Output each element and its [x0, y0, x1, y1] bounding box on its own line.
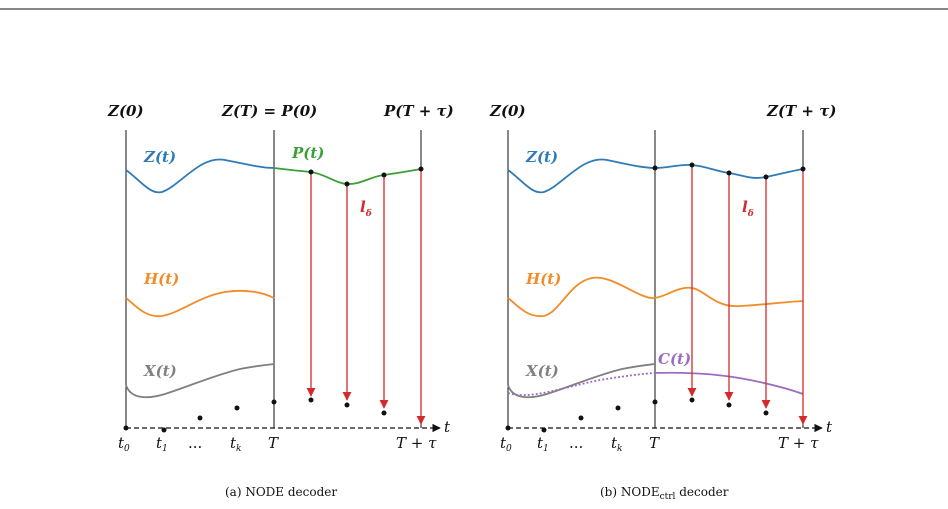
curve-dot-b	[652, 165, 658, 171]
curve-z-a	[125, 158, 275, 194]
axis-t-label-a: t	[444, 418, 451, 436]
label-z0-b: Z(0)	[489, 102, 526, 120]
obs-dot-b	[689, 397, 695, 403]
loss-label-a: lδ	[360, 198, 372, 219]
caption-b: (b) NODEctrl decoder	[600, 485, 729, 502]
label-h-curve-a: H(t)	[143, 270, 179, 288]
label-p-ttau-a: P(T + τ)	[383, 102, 454, 120]
curve-c-b	[654, 371, 804, 395]
time-label-t1-a: t1	[156, 434, 168, 454]
loss-label-b: lδ	[742, 198, 754, 219]
label-c-curve-b: C(t)	[658, 350, 691, 368]
label-zt-pt-a: Z(T) = P(0)	[221, 102, 317, 120]
axis-t-label-b: t	[826, 418, 833, 436]
time-label-T-b: T	[649, 434, 660, 452]
label-p-curve-a: P(t)	[291, 144, 324, 162]
curve-x-a	[125, 363, 275, 399]
obs-dot-a	[197, 415, 203, 421]
curve-z-b	[507, 158, 804, 194]
time-label-t1-b: t1	[537, 434, 549, 454]
panel-b: Z(0) Z(T + τ) Z(t) H(t) X(t) C(t) lδ t t…	[489, 102, 836, 502]
label-z-curve-a: Z(t)	[143, 148, 176, 166]
time-label-Ttau-a: T + τ	[396, 434, 437, 452]
panel-a: Z(0) Z(T) = P(0) P(T + τ) Z(t) P(t) H(t)…	[107, 102, 454, 499]
obs-dot-b	[652, 399, 658, 405]
time-label-Ttau-b: T + τ	[778, 434, 819, 452]
label-z-ttau-b: Z(T + τ)	[766, 102, 836, 120]
curve-x-b	[507, 363, 656, 399]
obs-dot-b	[615, 405, 621, 411]
curve-dot-b	[689, 162, 695, 168]
obs-dot-a	[271, 399, 277, 405]
time-label-dots-a: ...	[188, 434, 202, 452]
time-label-t0-a: t0	[118, 434, 130, 454]
curve-h-a	[125, 289, 275, 317]
curve-c-dotted-b	[507, 372, 656, 397]
obs-dot-b	[763, 410, 769, 416]
curve-dot-b	[763, 174, 769, 180]
label-h-curve-b: H(t)	[525, 270, 561, 288]
curve-dot-a	[381, 172, 387, 178]
label-z-curve-b: Z(t)	[525, 148, 558, 166]
obs-dot-a	[308, 397, 314, 403]
obs-dot-b	[541, 427, 547, 433]
label-x-curve-a: X(t)	[143, 362, 177, 380]
time-label-T-a: T	[268, 434, 279, 452]
curve-h-b	[507, 276, 804, 317]
curve-dot-b	[800, 166, 806, 172]
caption-a: (a) NODE decoder	[225, 485, 337, 499]
obs-dot-a	[344, 402, 350, 408]
curve-dot-a	[418, 166, 424, 172]
curve-dot-a	[308, 169, 314, 175]
time-label-tk-b: tk	[611, 434, 623, 454]
obs-dot-a	[381, 410, 387, 416]
obs-dot-b	[726, 402, 732, 408]
obs-dot-a	[161, 427, 167, 433]
label-x-curve-b: X(t)	[525, 362, 559, 380]
time-label-dots-b: ...	[569, 434, 583, 452]
label-z0-a: Z(0)	[107, 102, 144, 120]
time-label-t0-b: t0	[500, 434, 512, 454]
curve-dot-b	[726, 170, 732, 176]
obs-dot-a	[234, 405, 240, 411]
obs-dot-b	[578, 415, 584, 421]
curve-dot-a	[344, 181, 350, 187]
time-label-tk-a: tk	[230, 434, 242, 454]
